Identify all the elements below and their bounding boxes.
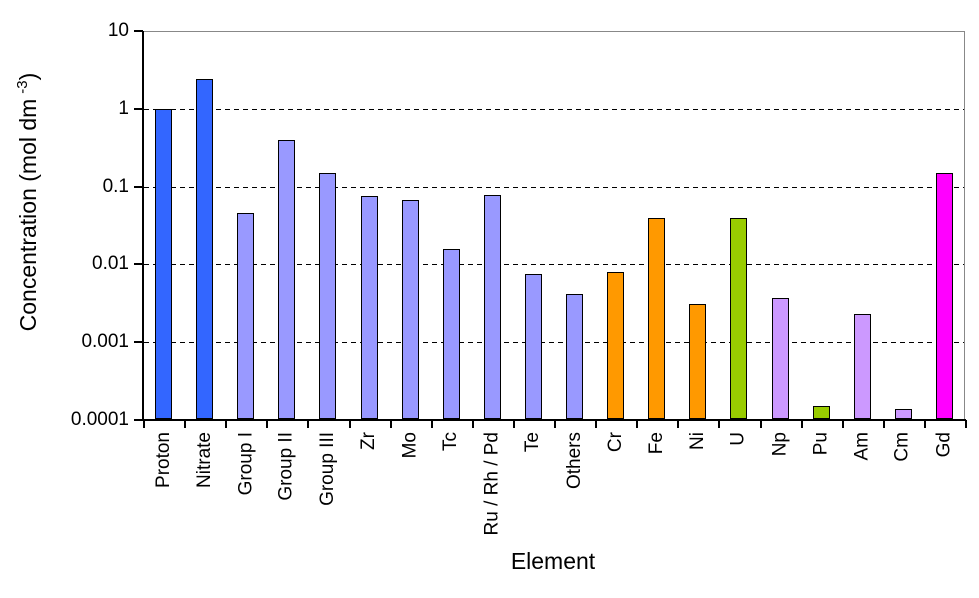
y-tick-label-0.01: 0.01: [92, 253, 129, 274]
x-tick-6: [390, 420, 392, 428]
y-axis-title-superscript: -3: [14, 80, 31, 94]
bar-others: [566, 294, 583, 419]
bar-mo: [402, 200, 419, 419]
y-tick-label-0.0001: 0.0001: [70, 409, 129, 430]
y-axis-title-close: ): [15, 72, 41, 81]
gridline-0.01: [144, 264, 964, 265]
x-category-label-text: Te: [522, 432, 543, 453]
x-tick-10: [554, 420, 556, 428]
bar-np: [772, 298, 789, 419]
x-category-label-text: Am: [851, 432, 872, 461]
x-tick-5: [349, 420, 351, 428]
x-category-label-text: Others: [564, 432, 585, 490]
x-tick-19: [924, 420, 926, 428]
x-category-label-text: Cm: [892, 432, 913, 462]
x-category-label-text: Nitrate: [194, 432, 215, 488]
bar-fe: [648, 218, 665, 419]
bar-proton: [155, 109, 172, 419]
gridline-1: [144, 109, 964, 110]
gridline-0.001: [144, 342, 964, 343]
bar-cm: [895, 409, 912, 419]
gridline-0.1: [144, 187, 964, 188]
y-tick-1: [134, 108, 143, 110]
x-category-label-text: Group I: [235, 432, 256, 496]
y-tick-label-10: 10: [107, 20, 129, 41]
x-category-label-text: Group II: [276, 432, 297, 501]
y-axis-title-text: Concentration (mol dm: [15, 98, 41, 332]
y-axis-title: Concentration (mol dm -3): [14, 0, 46, 422]
y-tick-label-1: 1: [118, 98, 129, 119]
x-tick-11: [595, 420, 597, 428]
x-category-label-text: Cr: [605, 432, 626, 453]
y-tick-label-0.1: 0.1: [102, 176, 129, 197]
x-category-label-text: Tc: [440, 432, 461, 451]
x-tick-1: [184, 420, 186, 428]
y-tick-0.0001: [134, 419, 143, 421]
x-category-label-text: Pu: [810, 432, 831, 456]
x-axis-title: Element: [510, 548, 596, 574]
x-category-label-text: U: [728, 432, 749, 446]
x-tick-17: [842, 420, 844, 428]
bar-ru-rh-pd: [484, 195, 501, 419]
x-tick-0: [143, 420, 145, 428]
bar-te: [525, 274, 542, 419]
x-tick-3: [266, 420, 268, 428]
bar-u: [730, 218, 747, 419]
x-category-label-text: Ni: [687, 432, 708, 450]
y-tick-0.1: [134, 186, 143, 188]
y-tick-0.001: [134, 341, 143, 343]
x-category-label-text: Fe: [646, 432, 667, 455]
x-tick-18: [883, 420, 885, 428]
x-tick-20: [965, 420, 967, 428]
bar-cr: [607, 272, 624, 419]
y-tick-10: [134, 30, 143, 32]
bar-tc: [443, 249, 460, 419]
plot-area: [143, 31, 965, 420]
x-tick-16: [801, 420, 803, 428]
x-tick-2: [225, 420, 227, 428]
bar-am: [854, 314, 871, 419]
bar-zr: [361, 196, 378, 419]
x-tick-12: [636, 420, 638, 428]
x-tick-9: [513, 420, 515, 428]
bar-group-i: [237, 213, 254, 419]
x-category-label-text: Group III: [317, 432, 338, 506]
bar-nitrate: [196, 79, 213, 419]
x-category-label-text: Zr: [358, 432, 379, 450]
x-tick-14: [718, 420, 720, 428]
y-axis-line: [142, 31, 144, 421]
bar-gd: [936, 173, 953, 419]
bar-ni: [689, 304, 706, 419]
bar-pu: [813, 406, 830, 419]
x-tick-15: [760, 420, 762, 428]
x-category-label-text: Proton: [153, 432, 174, 488]
x-tick-13: [677, 420, 679, 428]
y-tick-0.01: [134, 263, 143, 265]
x-tick-7: [431, 420, 433, 428]
y-tick-label-0.001: 0.001: [81, 331, 129, 352]
x-category-label-text: Ru / Rh / Pd: [481, 432, 502, 536]
x-category-label-text: Gd: [933, 432, 954, 458]
x-category-label-text: Np: [769, 432, 790, 457]
bar-group-iii: [319, 173, 336, 419]
x-tick-4: [307, 420, 309, 428]
x-category-label-text: Mo: [399, 432, 420, 459]
bar-group-ii: [278, 140, 295, 419]
x-tick-8: [472, 420, 474, 428]
